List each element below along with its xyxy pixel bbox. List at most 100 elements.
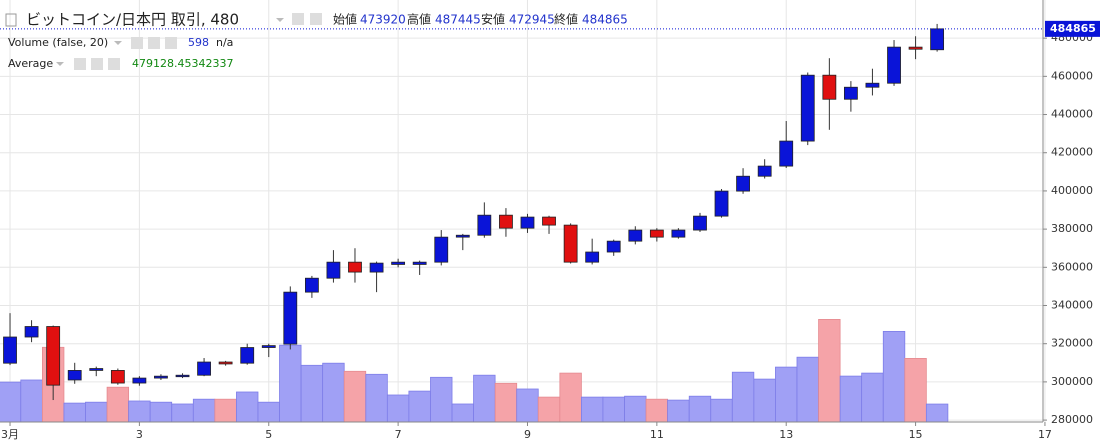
dropdown-icon[interactable] [276,18,284,22]
volume-label: Volume (false, 20) [8,36,108,49]
candle-body [606,240,621,253]
settings-icon[interactable] [310,13,322,25]
candle-body [89,368,104,371]
settings-icon[interactable] [91,58,103,70]
volume-bar [300,364,324,423]
dropdown-icon[interactable] [56,62,64,66]
candle-body [110,370,125,384]
candle-body [520,216,535,229]
average-label: Average [8,57,53,70]
x-tick-label: 17 [1038,428,1052,441]
candle-body [585,251,600,263]
x-tick-label: 9 [524,428,531,441]
y-tick-label: 440000 [1051,108,1093,121]
high-label: 高値 [407,12,431,27]
volume-bar [451,403,474,423]
volume-bar [882,330,906,423]
volume-bar [710,398,733,423]
x-tick-label: 3月 [1,428,19,441]
candle-body [843,86,858,100]
volume-bar [214,398,237,423]
candle-body [628,229,643,242]
grid [0,0,1046,422]
candle-body [326,261,341,279]
x-tick-label: 7 [395,428,402,441]
last-price-box [1045,20,1100,37]
last-price-label: 484865 [1050,22,1096,35]
close-label: 終値 [554,12,578,27]
settings-icon[interactable] [292,13,304,25]
y-tick-label: 340000 [1051,299,1093,312]
candle-body [779,140,794,167]
candle-body [391,261,406,265]
volume-bar [128,400,151,423]
volume-bar [473,374,496,423]
volume-bar [279,344,302,423]
volume-bar [192,398,216,423]
average-value: 479128.45342337 [132,57,233,70]
volume-bar [839,375,863,423]
candle-body [175,374,190,378]
candle-body [757,165,772,177]
volume-bar [322,362,345,423]
candle-body [240,347,255,364]
candle-body [714,190,729,217]
x-tick-label: 11 [650,428,664,441]
candle-body [671,229,686,238]
candle-body [865,82,880,88]
volume-bar [667,399,690,423]
volume-bar [602,396,625,423]
volume-bar [386,394,410,423]
dropdown-icon[interactable] [114,41,122,45]
volume-bar [343,370,367,423]
candle-body [24,326,39,338]
settings-icon[interactable] [131,37,143,49]
volume-bar [171,403,194,423]
volume-bar [149,401,173,423]
volume-bar [63,402,86,423]
volume-bar [580,396,604,423]
candle-body [822,74,837,100]
candle-body [132,377,147,384]
volume-bar [904,357,927,423]
candle-body [887,46,901,84]
volume-bar [85,401,108,423]
volume-value: 598 [188,36,209,49]
close-icon[interactable] [108,58,120,70]
candle-body [563,224,578,263]
candle-body [369,262,384,273]
candle-body [434,236,449,263]
x-tick-label: 3 [136,428,143,441]
close-value: 484865 [582,13,628,27]
settings-icon[interactable] [148,37,160,49]
close-icon[interactable] [165,37,177,49]
y-tick-label: 280000 [1051,413,1093,426]
candle-layer [3,23,945,401]
volume-bar [494,382,518,423]
chart-title: ビットコイン/日本円 取引, 480 [26,11,239,29]
candle-body [736,175,750,192]
candle-body [218,361,233,365]
candle-body [908,46,923,50]
candle-body [261,345,276,348]
volume-bar [0,381,22,423]
legend: Volume (false, 20) 598 n/a Average 47912… [8,36,233,70]
volume-bar [236,391,259,423]
volume-extra: n/a [216,36,233,49]
candle-body [304,277,319,293]
settings-icon[interactable] [74,58,86,70]
high-value: 487445 [435,13,481,27]
candle-body [477,214,492,236]
candle-body [197,361,211,376]
volume-bar [645,398,669,423]
candle-body [67,370,82,381]
candle-body [412,261,427,265]
y-tick-label: 300000 [1051,375,1093,388]
volume-bar [688,395,712,423]
x-tick-label: 15 [909,428,923,441]
volume-bar [257,401,280,423]
volume-layer [0,318,949,423]
low-label: 安値 [481,12,505,27]
y-tick-label: 460000 [1051,69,1093,82]
